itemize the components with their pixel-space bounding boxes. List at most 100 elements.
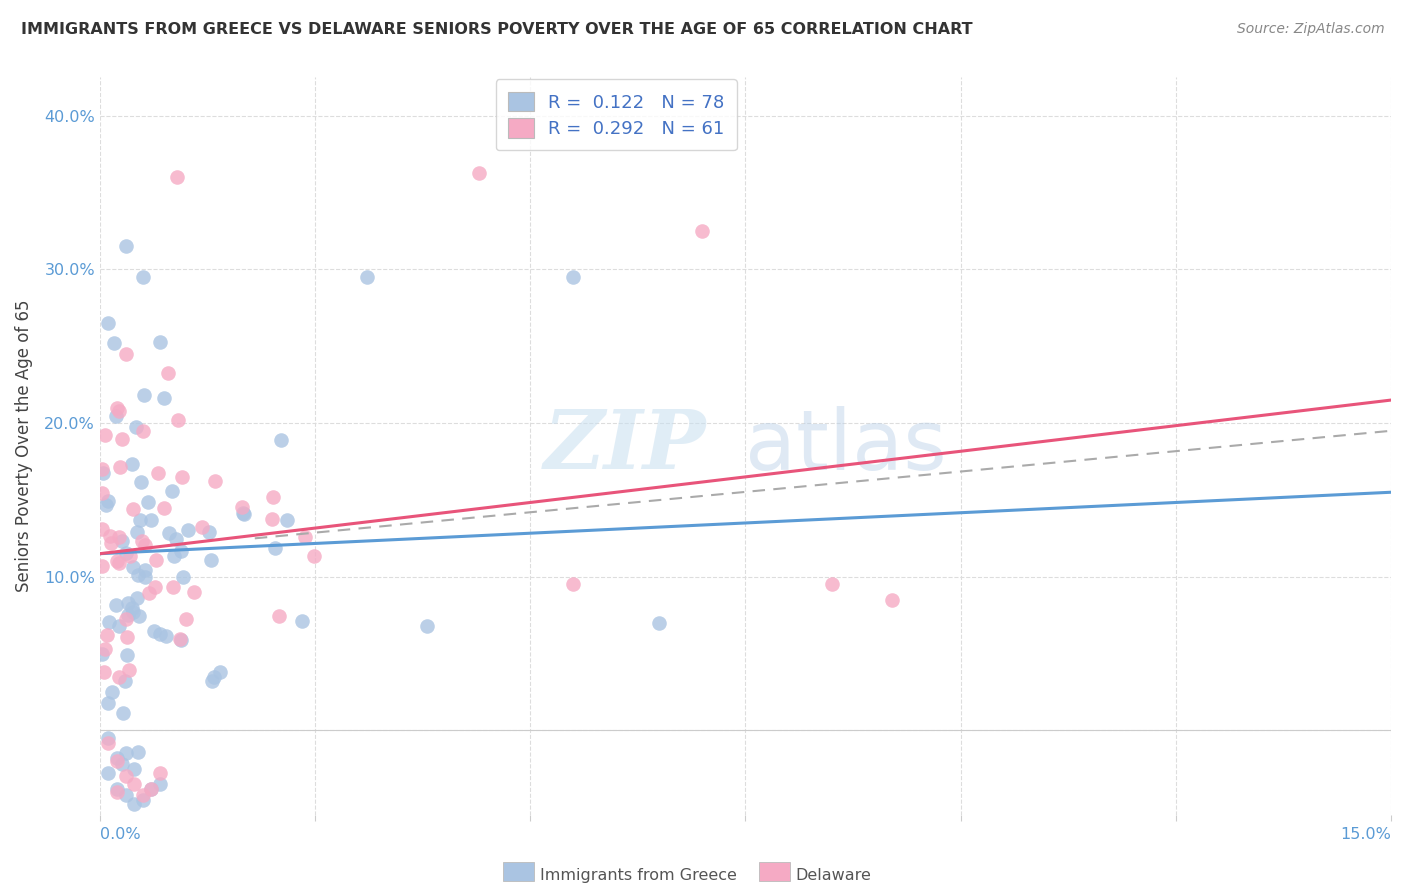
Point [165, 532, 187, 546]
Point [97, 696, 120, 710]
Point [105, 401, 128, 415]
Point [115, 612, 138, 626]
Point [104, 409, 127, 424]
Text: 0.0%: 0.0% [100, 827, 141, 842]
Point [162, 580, 184, 594]
Point [136, 495, 159, 509]
Point [177, 523, 200, 537]
Point [114, 674, 136, 689]
Point [138, 586, 160, 600]
Point [648, 615, 671, 630]
Point [129, 512, 152, 526]
Point [97, 316, 120, 330]
Point [117, 607, 139, 622]
Text: IMMIGRANTS FROM GREECE VS DELAWARE SENIORS POVERTY OVER THE AGE OF 65 CORRELATIO: IMMIGRANTS FROM GREECE VS DELAWARE SENIO… [21, 22, 973, 37]
Point [93, 665, 115, 680]
Point [91, 647, 114, 661]
Point [127, 745, 149, 759]
Point [114, 769, 136, 783]
Point [170, 543, 193, 558]
Point [191, 520, 214, 534]
Point [93, 427, 115, 442]
Point [141, 781, 163, 796]
Point [262, 490, 284, 504]
Point [149, 627, 172, 641]
Point [170, 633, 193, 648]
Point [94, 499, 117, 513]
Point [820, 577, 842, 591]
Point [108, 619, 131, 633]
Point [105, 751, 128, 765]
Point [121, 502, 143, 516]
Point [121, 601, 143, 615]
Point [107, 404, 129, 418]
Point [127, 567, 149, 582]
Text: Source: ZipAtlas.com: Source: ZipAtlas.com [1237, 22, 1385, 37]
Point [108, 556, 131, 570]
Point [121, 457, 143, 471]
Point [98, 529, 121, 543]
Point [132, 792, 155, 806]
Point [118, 663, 141, 677]
Point [291, 614, 314, 628]
Point [232, 506, 254, 520]
Point [122, 559, 145, 574]
Point [115, 630, 138, 644]
Point [111, 432, 134, 446]
Point [152, 500, 174, 515]
Point [149, 766, 172, 780]
Point [163, 549, 186, 563]
Point [200, 553, 222, 567]
Point [96, 628, 118, 642]
Point [124, 762, 146, 776]
Point [91, 522, 114, 536]
Point [117, 648, 139, 663]
Point [139, 514, 162, 528]
Point [97, 615, 120, 629]
Point [146, 466, 169, 480]
Point [416, 619, 439, 633]
Y-axis label: Seniors Poverty Over the Age of 65: Seniors Poverty Over the Age of 65 [15, 300, 32, 592]
Text: Delaware: Delaware [796, 869, 872, 883]
Point [131, 533, 153, 548]
Point [170, 470, 193, 484]
Point [101, 685, 124, 699]
Point [105, 554, 128, 568]
Point [111, 706, 134, 721]
Point [108, 530, 131, 544]
Point [204, 474, 226, 488]
Point [149, 334, 172, 349]
Point [160, 483, 183, 498]
Point [94, 641, 117, 656]
Point [114, 347, 136, 361]
Point [108, 459, 131, 474]
Point [143, 580, 166, 594]
Point [260, 512, 283, 526]
Point [132, 788, 155, 802]
Point [174, 612, 197, 626]
Point [103, 336, 125, 351]
Point [263, 541, 285, 555]
Point [562, 577, 585, 591]
Point [157, 525, 180, 540]
Point [183, 585, 205, 599]
Point [97, 731, 120, 745]
Point [125, 591, 148, 605]
Point [134, 569, 156, 583]
Point [153, 391, 176, 405]
Point [105, 599, 128, 613]
Point [91, 462, 114, 476]
Point [111, 756, 134, 771]
Point [117, 596, 139, 610]
Legend: R =  0.122   N = 78, R =  0.292   N = 61: R = 0.122 N = 78, R = 0.292 N = 61 [496, 79, 737, 151]
Point [209, 665, 232, 679]
Point [202, 670, 225, 684]
Point [134, 387, 156, 401]
Point [145, 552, 167, 566]
Point [172, 569, 194, 583]
Point [157, 366, 180, 380]
Point [111, 533, 134, 548]
Point [124, 797, 146, 811]
Point [149, 777, 172, 791]
Text: ZIP: ZIP [544, 406, 707, 486]
